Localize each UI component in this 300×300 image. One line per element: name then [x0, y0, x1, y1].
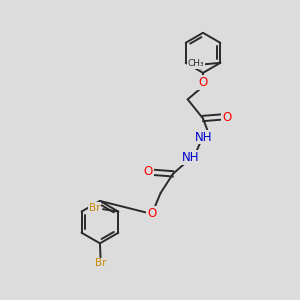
Text: O: O [198, 76, 208, 89]
Text: O: O [222, 110, 231, 124]
Text: NH: NH [182, 151, 200, 164]
Text: O: O [143, 165, 153, 178]
Text: Br: Br [89, 203, 100, 213]
Text: O: O [147, 206, 157, 220]
Text: NH: NH [195, 130, 213, 143]
Text: Br: Br [95, 258, 106, 268]
Text: CH₃: CH₃ [188, 59, 204, 68]
